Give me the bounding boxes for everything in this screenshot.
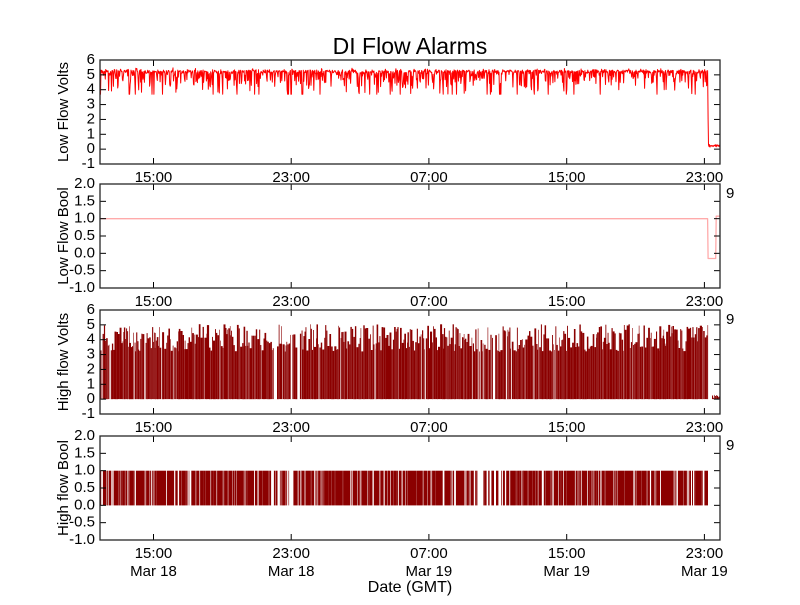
svg-text:23:00: 23:00 xyxy=(272,545,310,562)
svg-text:-1: -1 xyxy=(82,405,95,422)
svg-text:-0.5: -0.5 xyxy=(69,514,95,531)
svg-text:2.0: 2.0 xyxy=(74,427,95,444)
svg-text:Low Flow Volts: Low Flow Volts xyxy=(55,62,72,162)
svg-text:1.5: 1.5 xyxy=(74,444,95,461)
svg-text:-1: -1 xyxy=(82,155,95,172)
svg-text:Mar 18: Mar 18 xyxy=(130,563,177,580)
svg-text:9: 9 xyxy=(726,311,734,328)
svg-text:23:00: 23:00 xyxy=(686,169,724,186)
svg-text:Mar 19: Mar 19 xyxy=(406,563,453,580)
svg-text:Low Flow Bool: Low Flow Bool xyxy=(55,187,72,285)
svg-text:-1.0: -1.0 xyxy=(69,279,95,296)
svg-text:15:00: 15:00 xyxy=(548,419,586,436)
svg-text:High flow Volts: High flow Volts xyxy=(55,313,72,411)
svg-text:23:00: 23:00 xyxy=(272,293,310,310)
svg-text:15:00: 15:00 xyxy=(135,545,173,562)
svg-text:15:00: 15:00 xyxy=(548,293,586,310)
svg-text:Mar 18: Mar 18 xyxy=(268,563,315,580)
svg-text:23:00: 23:00 xyxy=(272,169,310,186)
svg-text:-0.5: -0.5 xyxy=(69,262,95,279)
svg-text:2.0: 2.0 xyxy=(74,175,95,192)
svg-text:07:00: 07:00 xyxy=(410,419,448,436)
svg-text:15:00: 15:00 xyxy=(135,169,173,186)
svg-text:Mar 19: Mar 19 xyxy=(543,563,590,580)
svg-text:07:00: 07:00 xyxy=(410,169,448,186)
svg-text:23:00: 23:00 xyxy=(686,293,724,310)
svg-text:23:00: 23:00 xyxy=(686,419,724,436)
svg-text:1.5: 1.5 xyxy=(74,192,95,209)
svg-text:Date (GMT): Date (GMT) xyxy=(368,579,452,596)
svg-text:DI Flow Alarms: DI Flow Alarms xyxy=(333,33,488,59)
svg-text:07:00: 07:00 xyxy=(410,293,448,310)
svg-text:15:00: 15:00 xyxy=(135,293,173,310)
svg-text:23:00: 23:00 xyxy=(686,545,724,562)
svg-text:0.0: 0.0 xyxy=(74,496,95,513)
svg-text:23:00: 23:00 xyxy=(272,419,310,436)
svg-text:0.0: 0.0 xyxy=(74,244,95,261)
svg-text:High flow Bool: High flow Bool xyxy=(55,440,72,536)
svg-text:15:00: 15:00 xyxy=(135,419,173,436)
svg-text:07:00: 07:00 xyxy=(410,545,448,562)
svg-text:-1.0: -1.0 xyxy=(69,531,95,548)
svg-text:9: 9 xyxy=(726,185,734,202)
svg-text:9: 9 xyxy=(726,437,734,454)
svg-text:0.5: 0.5 xyxy=(74,227,95,244)
svg-text:1.0: 1.0 xyxy=(74,210,95,227)
svg-text:0.5: 0.5 xyxy=(74,479,95,496)
svg-text:1.0: 1.0 xyxy=(74,462,95,479)
svg-text:15:00: 15:00 xyxy=(548,545,586,562)
svg-text:15:00: 15:00 xyxy=(548,169,586,186)
svg-text:Mar 19: Mar 19 xyxy=(681,563,728,580)
